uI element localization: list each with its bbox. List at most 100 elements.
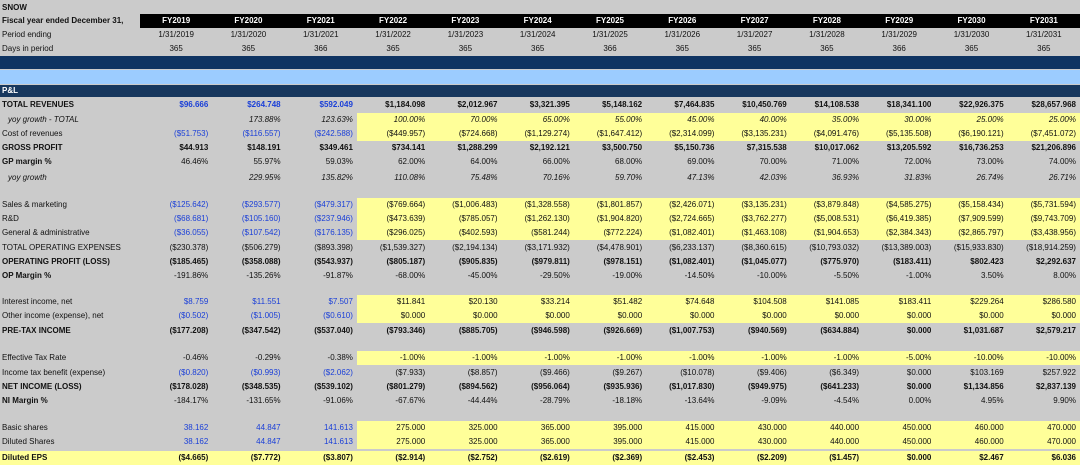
days-cell: 365 <box>1037 44 1051 53</box>
year-header: FY2022 <box>379 16 408 25</box>
value-cell: ($13,389.003) <box>881 243 932 252</box>
value-cell: -135.26% <box>246 271 281 280</box>
value-cell: ($5,158.434) <box>935 198 1008 212</box>
value-cell: ($506.279) <box>241 243 281 252</box>
period-cell: 1/31/2029 <box>881 30 917 39</box>
value-cell: -1.00% <box>356 351 430 365</box>
value-cell: ($885.705) <box>458 326 498 335</box>
value-cell: $0.000 <box>718 309 791 323</box>
value-cell: ($7.772) <box>250 453 281 462</box>
year-header: FY2021 <box>306 16 335 25</box>
days-cell: 365 <box>675 44 689 53</box>
value-cell: $11.841 <box>356 295 430 309</box>
value-cell: 64.00% <box>470 157 498 166</box>
value-cell: $104.508 <box>718 295 791 309</box>
value-cell: ($348.535) <box>241 382 281 391</box>
value-cell: ($107.542) <box>241 228 281 237</box>
value-cell: -45.00% <box>467 271 498 280</box>
value-cell: 141.613 <box>323 423 353 432</box>
value-cell: 123.63% <box>321 115 353 124</box>
value-cell: ($1,129.274) <box>501 127 574 141</box>
value-cell: ($105.160) <box>241 214 281 223</box>
value-cell: 36.93% <box>831 173 860 182</box>
value-cell: $11.551 <box>252 297 281 306</box>
year-header: FY2023 <box>451 16 480 25</box>
value-cell: ($116.557) <box>242 129 281 138</box>
sheet-title: SNOW <box>2 3 27 12</box>
value-cell: ($926.669) <box>603 326 643 335</box>
value-cell: 42.03% <box>759 173 787 182</box>
value-cell: ($4,585.275) <box>863 198 936 212</box>
value-cell: -13.64% <box>684 396 715 405</box>
row-label: Sales & marketing <box>2 200 67 209</box>
value-cell: ($1,017.830) <box>669 382 715 391</box>
value-cell: 72.00% <box>904 157 932 166</box>
value-cell: $20.130 <box>429 295 502 309</box>
value-cell: ($1,463.108) <box>718 226 791 240</box>
value-cell: ($769.664) <box>356 198 430 212</box>
value-cell: 44.847 <box>256 423 281 432</box>
value-cell: $264.748 <box>247 100 281 109</box>
value-cell: ($2.453) <box>684 453 715 462</box>
row-label: Other income (expense), net <box>2 311 104 320</box>
value-cell: 73.00% <box>976 157 1004 166</box>
year-header: FY2026 <box>668 16 697 25</box>
value-cell: ($176.135) <box>314 228 353 237</box>
value-cell: ($801.279) <box>386 382 426 391</box>
row-label: TOTAL REVENUES <box>2 100 75 109</box>
value-cell: 30.00% <box>863 113 936 127</box>
days-cell: 366 <box>603 44 617 53</box>
value-cell: ($2.619) <box>540 453 570 462</box>
value-cell: ($0.502) <box>178 311 209 320</box>
value-cell: ($2.369) <box>612 453 643 462</box>
value-cell: $141.085 <box>790 295 864 309</box>
value-cell: 45.00% <box>646 113 719 127</box>
value-cell: 59.70% <box>615 173 643 182</box>
year-header: FY2024 <box>523 16 552 25</box>
value-cell: $148.191 <box>247 143 281 152</box>
value-cell: ($3.807) <box>323 453 353 462</box>
value-cell: 173.88% <box>249 115 281 124</box>
header-band <box>140 14 1080 28</box>
row-label: Basic shares <box>2 423 48 432</box>
section-label: P&L <box>2 86 18 95</box>
value-cell: ($1.457) <box>829 453 860 462</box>
value-cell: ($6,419.385) <box>863 212 936 226</box>
value-cell: 365.000 <box>501 435 574 449</box>
value-cell: -5.50% <box>833 271 860 280</box>
value-cell: -28.79% <box>540 396 570 405</box>
value-cell: 65.00% <box>501 113 574 127</box>
value-cell: 275.000 <box>356 435 430 449</box>
value-cell: ($1,262.130) <box>501 212 574 226</box>
value-cell: 229.95% <box>249 173 281 182</box>
value-cell: -18.18% <box>612 396 643 405</box>
row-label: Diluted EPS <box>2 453 48 462</box>
value-cell: ($2.914) <box>395 453 426 462</box>
total-row-band <box>0 451 1080 465</box>
value-cell: ($946.598) <box>531 326 570 335</box>
value-cell: 46.46% <box>181 157 209 166</box>
value-cell: ($1,647.412) <box>573 127 647 141</box>
value-cell: ($36.055) <box>174 228 209 237</box>
row-label: R&D <box>2 214 19 223</box>
value-cell: 26.74% <box>976 173 1004 182</box>
value-cell: 450.000 <box>863 421 936 435</box>
period-cell: 1/31/2023 <box>447 30 484 39</box>
value-cell: $7.507 <box>328 297 353 306</box>
value-cell: ($293.577) <box>241 200 281 209</box>
value-cell: ($4,478.901) <box>596 243 643 252</box>
value-cell: 70.00% <box>429 113 502 127</box>
value-cell: $0.000 <box>906 368 932 377</box>
value-cell: 460.000 <box>935 435 1008 449</box>
period-cell: 1/31/2026 <box>664 30 701 39</box>
value-cell: $3,321.395 <box>529 100 570 109</box>
value-cell: -5.00% <box>863 351 936 365</box>
period-cell: 1/31/2019 <box>158 30 194 39</box>
value-cell: 0.00% <box>908 396 932 405</box>
value-cell: 74.00% <box>1048 157 1076 166</box>
value-cell: ($347.542) <box>241 326 281 335</box>
value-cell: ($358.088) <box>241 257 281 266</box>
period-cell: 1/31/2022 <box>375 30 411 39</box>
value-cell: 395.000 <box>573 421 647 435</box>
value-cell: $21,206.896 <box>1031 143 1076 152</box>
